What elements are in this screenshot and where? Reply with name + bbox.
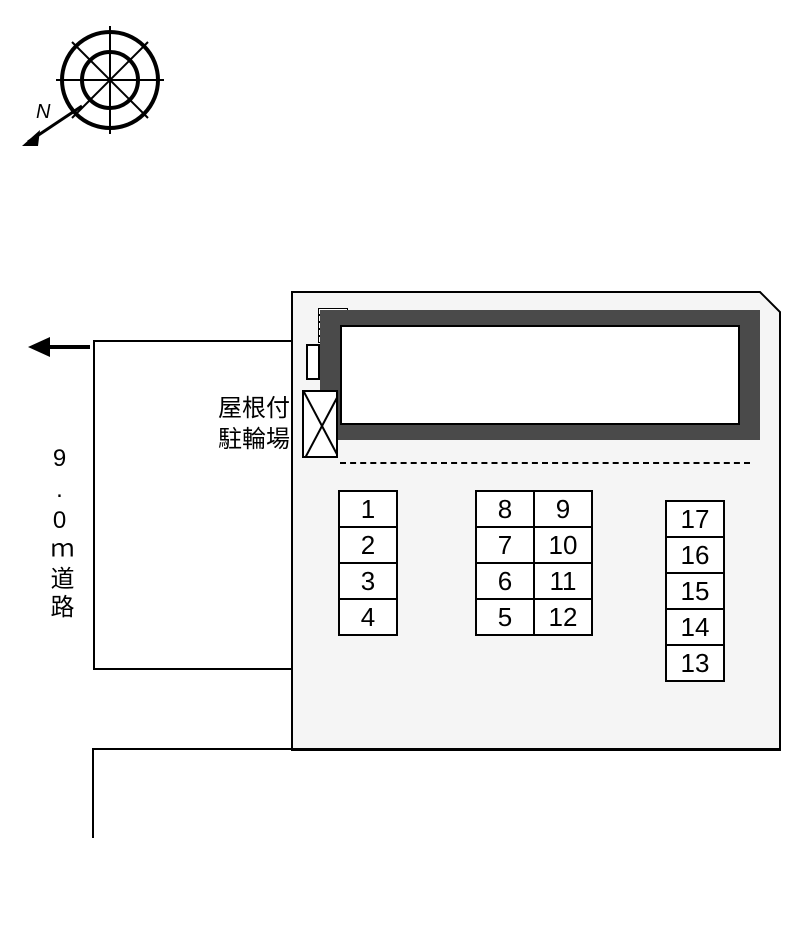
connector-block: [306, 344, 320, 380]
bike-parking-label: 屋根付 駐輪場: [218, 393, 290, 455]
parking-space-12: 12: [533, 598, 593, 636]
compass-n-label: N: [36, 101, 51, 123]
bike-label-line1: 屋根付: [218, 395, 290, 422]
parking-space-6: 6: [475, 562, 535, 600]
parking-space-4: 4: [338, 598, 398, 636]
parking-space-2: 2: [338, 526, 398, 564]
adjacent-lot: [93, 340, 303, 670]
dashed-line: [340, 462, 750, 464]
parking-space-13: 13: [665, 644, 725, 682]
building-interior: [340, 325, 740, 425]
parking-space-17: 17: [665, 500, 725, 538]
parking-space-5: 5: [475, 598, 535, 636]
vertical-tick: [92, 748, 94, 838]
parking-space-9: 9: [533, 490, 593, 528]
bike-label-line2: 駐輪場: [218, 426, 290, 453]
parking-space-14: 14: [665, 608, 725, 646]
parking-space-16: 16: [665, 536, 725, 574]
parking-space-7: 7: [475, 526, 535, 564]
bottom-boundary-line: [92, 748, 780, 750]
parking-space-1: 1: [338, 490, 398, 528]
parking-space-3: 3: [338, 562, 398, 600]
road-arrow-icon: [28, 335, 96, 364]
parking-space-8: 8: [475, 490, 535, 528]
road-label: 9.0ｍ道路: [42, 445, 77, 622]
parking-space-11: 11: [533, 562, 593, 600]
bike-parking-box: [302, 390, 338, 458]
parking-space-15: 15: [665, 572, 725, 610]
parking-space-10: 10: [533, 526, 593, 564]
